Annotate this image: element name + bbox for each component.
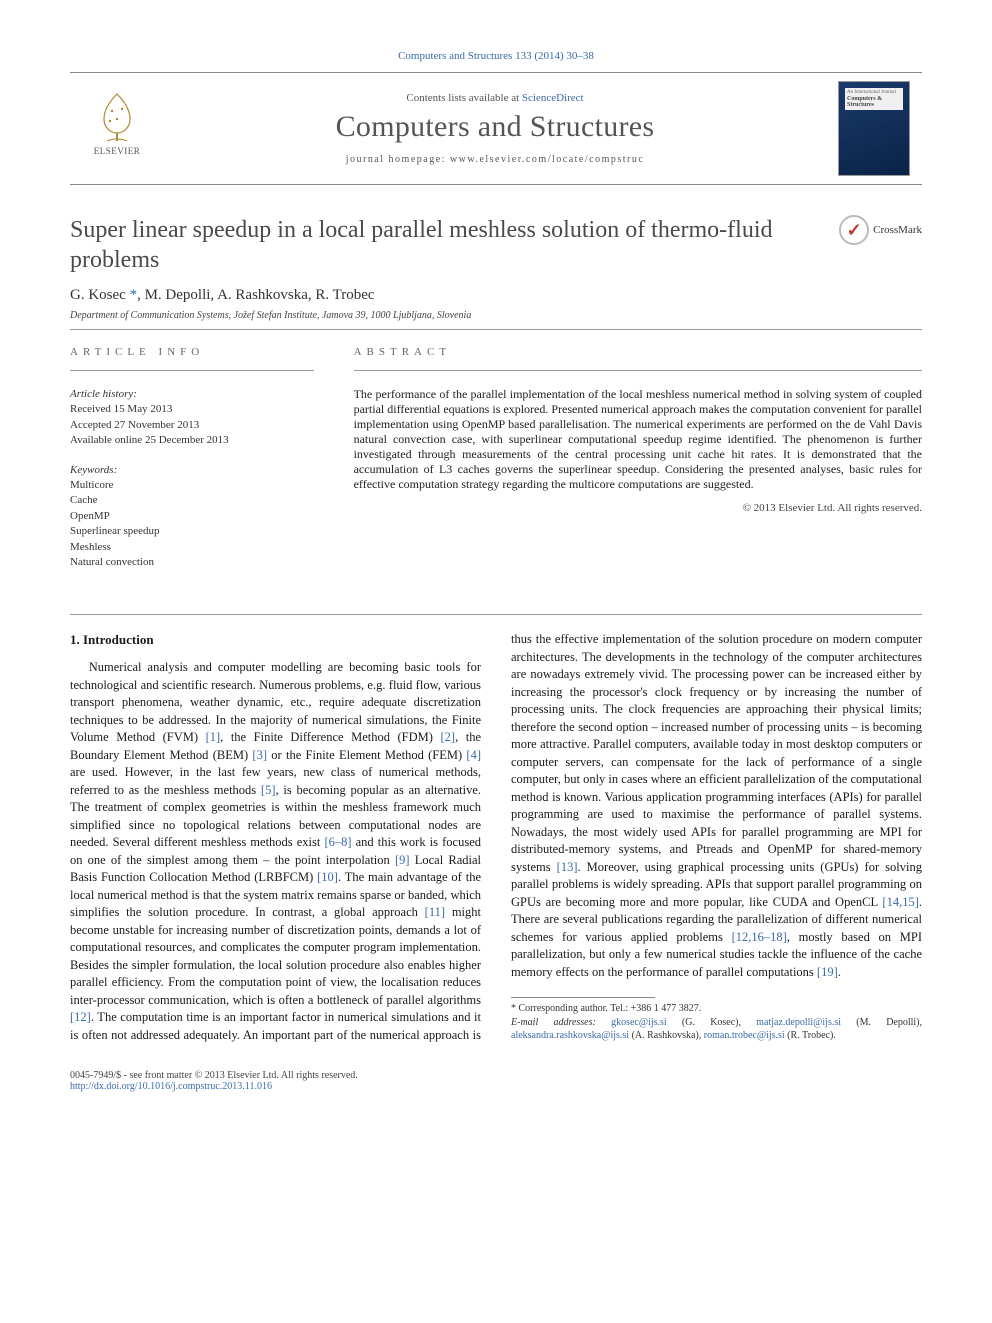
author-names-rest: , M. Depolli, A. Rashkovska, R. Trobec (137, 287, 375, 303)
citation-link[interactable]: [1] (206, 730, 221, 744)
citation-link[interactable]: [3] (252, 748, 267, 762)
crossmark-icon: ✓ (839, 215, 869, 245)
homepage-line: journal homepage: www.elsevier.com/locat… (152, 154, 838, 165)
history-online: Available online 25 December 2013 (70, 433, 314, 448)
abstract-text: The performance of the parallel implemen… (354, 387, 922, 492)
section-heading: 1. Introduction (70, 631, 481, 649)
crossmark[interactable]: ✓ CrossMark (839, 215, 922, 245)
citation-link[interactable]: [2] (440, 730, 455, 744)
article-title: Super linear speedup in a local parallel… (70, 215, 819, 275)
author-name: G. Kosec (70, 287, 130, 303)
email-name: (A. Rashkovska), (629, 1030, 704, 1041)
keyword: Natural convection (70, 555, 314, 570)
citation-link[interactable]: [13] (557, 860, 578, 874)
footer: 0045-7949/$ - see front matter © 2013 El… (70, 1070, 922, 1092)
divider (70, 329, 922, 330)
keywords-label: Keywords: (70, 463, 314, 478)
text-run: or the Finite Element Method (FEM) (267, 748, 466, 762)
body-columns: 1. Introduction Numerical analysis and c… (70, 631, 922, 1044)
divider (354, 370, 922, 371)
abstract-copyright: © 2013 Elsevier Ltd. All rights reserved… (354, 502, 922, 514)
cover-thumbnail: An International Journal Computers & Str… (838, 81, 910, 176)
abstract: abstract The performance of the parallel… (354, 346, 922, 584)
body-paragraph: Numerical analysis and computer modellin… (70, 631, 922, 1044)
email-link[interactable]: matjaz.depolli@ijs.si (756, 1017, 841, 1028)
issn-line: 0045-7949/$ - see front matter © 2013 El… (70, 1070, 358, 1081)
keywords-block: Keywords: Multicore Cache OpenMP Superli… (70, 463, 314, 571)
title-row: Super linear speedup in a local parallel… (70, 215, 922, 275)
email-name: (M. Depolli), (841, 1017, 922, 1028)
crossmark-label: CrossMark (873, 224, 922, 236)
divider (70, 614, 922, 615)
elsevier-logo: ELSEVIER (82, 89, 152, 169)
cover-line1: An International Journal (847, 90, 896, 95)
email-link[interactable]: gkosec@ijs.si (611, 1017, 667, 1028)
journal-reference: Computers and Structures 133 (2014) 30–3… (70, 50, 922, 62)
footnote-separator (511, 997, 655, 998)
doi-link[interactable]: http://dx.doi.org/10.1016/j.compstruc.20… (70, 1081, 272, 1092)
citation-link[interactable]: [10] (317, 870, 338, 884)
citation-link[interactable]: [5] (261, 783, 276, 797)
footnotes: * Corresponding author. Tel.: +386 1 477… (511, 1002, 922, 1043)
abstract-head: abstract (354, 346, 922, 358)
text-run: , the Finite Difference Method (FDM) (220, 730, 440, 744)
citation-link[interactable]: [4] (466, 748, 481, 762)
citation-link[interactable]: [6–8] (324, 835, 351, 849)
keyword: Multicore (70, 478, 314, 493)
citation-link[interactable]: [19] (817, 965, 838, 979)
citation-link[interactable]: [14,15] (882, 895, 918, 909)
masthead: ELSEVIER Contents lists available at Sci… (70, 72, 922, 185)
footer-left: 0045-7949/$ - see front matter © 2013 El… (70, 1070, 358, 1092)
tree-icon (92, 89, 142, 144)
meta-abstract-row: article info Article history: Received 1… (70, 346, 922, 584)
contents-line: Contents lists available at ScienceDirec… (152, 92, 838, 104)
citation-link[interactable]: [12] (70, 1010, 91, 1024)
authors: G. Kosec *, M. Depolli, A. Rashkovska, R… (70, 287, 922, 304)
corresponding-author-note: * Corresponding author. Tel.: +386 1 477… (511, 1002, 922, 1016)
affiliation: Department of Communication Systems, Jož… (70, 310, 922, 321)
publisher-name: ELSEVIER (94, 146, 141, 156)
keyword: Superlinear speedup (70, 524, 314, 539)
email-link[interactable]: roman.trobec@ijs.si (704, 1030, 785, 1041)
history-received: Received 15 May 2013 (70, 402, 314, 417)
history-label: Article history: (70, 387, 314, 402)
journal-name: Computers and Structures (152, 110, 838, 144)
citation-link[interactable]: [9] (395, 853, 410, 867)
article-history: Article history: Received 15 May 2013 Ac… (70, 387, 314, 449)
keyword: OpenMP (70, 509, 314, 524)
article-info-head: article info (70, 346, 314, 358)
page: Computers and Structures 133 (2014) 30–3… (0, 0, 992, 1142)
sciencedirect-link[interactable]: ScienceDirect (522, 92, 584, 104)
email-name: (G. Kosec), (667, 1017, 757, 1028)
masthead-center: Contents lists available at ScienceDirec… (152, 92, 838, 165)
citation-link[interactable]: [11] (425, 905, 445, 919)
homepage-url: www.elsevier.com/locate/compstruc (450, 154, 644, 165)
article-info: article info Article history: Received 1… (70, 346, 314, 584)
email-name: (R. Trobec). (785, 1030, 836, 1041)
contents-prefix: Contents lists available at (406, 92, 521, 104)
divider (70, 370, 314, 371)
email-addresses: E-mail addresses: gkosec@ijs.si (G. Kose… (511, 1016, 922, 1043)
text-run: . (838, 965, 841, 979)
history-accepted: Accepted 27 November 2013 (70, 418, 314, 433)
homepage-prefix: journal homepage: (346, 154, 450, 165)
keyword: Cache (70, 493, 314, 508)
keyword: Meshless (70, 540, 314, 555)
corresponding-mark[interactable]: * (130, 287, 138, 303)
citation-link[interactable]: [12,16–18] (732, 930, 787, 944)
email-link[interactable]: aleksandra.rashkovska@ijs.si (511, 1030, 629, 1041)
cover-line2: Computers & Structures (847, 96, 909, 108)
email-label: E-mail addresses: (511, 1017, 611, 1028)
